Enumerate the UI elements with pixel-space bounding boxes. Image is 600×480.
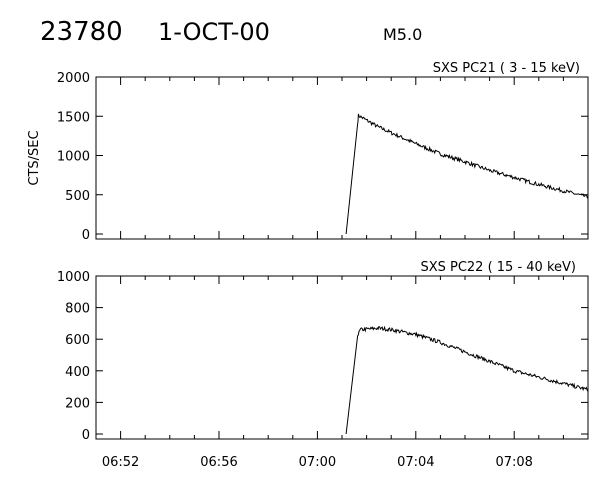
y-tick-label: 1000 bbox=[57, 150, 90, 165]
y-tick-label: 500 bbox=[65, 189, 90, 204]
event-id: 23780 bbox=[40, 17, 123, 47]
panel-title: SXS PC21 ( 3 - 15 keV) bbox=[433, 61, 580, 76]
y-tick-label: 0 bbox=[82, 228, 90, 243]
plot-frame bbox=[95, 76, 589, 240]
y-tick-label: 400 bbox=[65, 365, 90, 380]
y-tick-label: 200 bbox=[65, 396, 90, 411]
y-tick-label: 600 bbox=[65, 333, 90, 348]
x-tick-label: 07:04 bbox=[397, 455, 434, 470]
series-line bbox=[345, 113, 589, 235]
x-tick-label: 06:56 bbox=[200, 455, 237, 470]
flare-class: M5.0 bbox=[383, 25, 422, 44]
y-tick-label: 2000 bbox=[57, 71, 90, 86]
y-tick-label: 1500 bbox=[57, 110, 90, 125]
plot-frame bbox=[95, 275, 589, 440]
y-tick-label: 0 bbox=[82, 428, 90, 443]
x-tick-label: 07:00 bbox=[299, 455, 336, 470]
panel-pc22: SXS PC22 ( 15 - 40 keV) 0 200 400 600 800 100… bbox=[57, 260, 589, 470]
series-line bbox=[345, 325, 589, 435]
panel-pc21: SXS PC21 ( 3 - 15 keV) CTS/SEC 0 500 1000 1… bbox=[27, 61, 589, 243]
x-tick-label: 07:08 bbox=[495, 455, 532, 470]
y-tick-label: 800 bbox=[65, 302, 90, 317]
x-tick-label: 06:52 bbox=[102, 455, 139, 470]
event-date: 1-OCT-00 bbox=[158, 18, 270, 46]
y-axis-label: CTS/SEC bbox=[27, 130, 42, 185]
panel-title: SXS PC22 ( 15 - 40 keV) bbox=[420, 260, 576, 275]
y-tick-label: 1000 bbox=[57, 270, 90, 285]
